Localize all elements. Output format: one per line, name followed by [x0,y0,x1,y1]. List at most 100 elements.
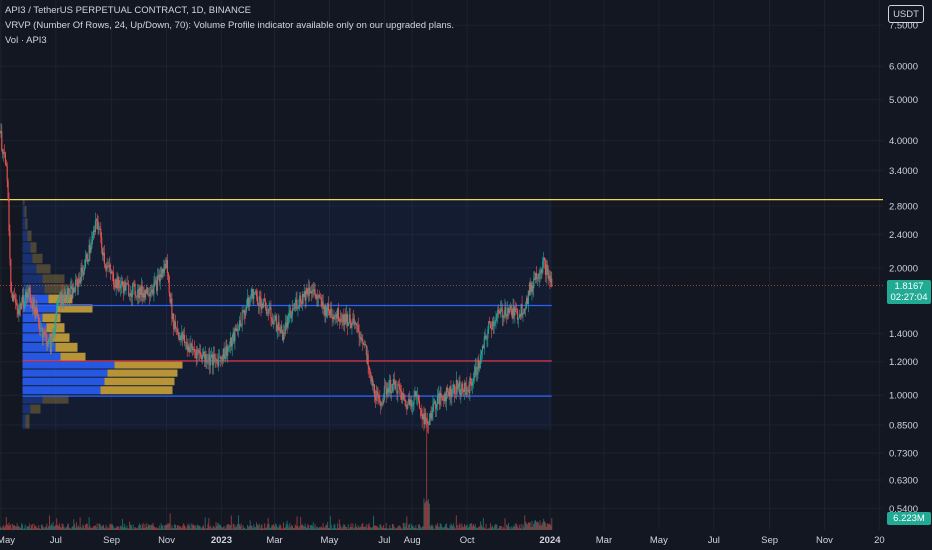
candle-body [117,276,119,289]
volume-bar [172,527,174,530]
volume-bar [415,525,417,530]
candle-body [411,405,413,407]
volume-bar [197,524,199,530]
volume-bar [179,525,181,530]
candle-body [58,297,60,302]
volume-bar [428,503,430,530]
candle-body [0,131,1,134]
volume-bar [274,523,276,530]
volume-bar [471,523,473,530]
candle-body [375,391,377,401]
volume-bar [100,525,102,530]
candle-body [426,418,428,422]
volume-bar [257,525,259,530]
vp-bar-down [44,284,69,294]
volume-bar [508,527,510,530]
candle-body [190,343,192,349]
volume-bar [168,523,170,530]
volume-bar [231,528,233,530]
candle-body [359,337,361,338]
volume-bar [2,526,4,530]
volume-bar [530,527,532,530]
candle-body [254,292,256,294]
candle-body [96,219,98,222]
candle-body [373,384,375,397]
volume-bar [383,528,385,530]
candle-body [181,332,183,336]
candle-body [146,287,148,294]
volume-bar [13,525,15,530]
x-tick-label: May [320,535,338,546]
volume-legend[interactable]: Vol · API3 [5,35,47,46]
candle-body [391,383,393,392]
candle-body [265,307,267,314]
candle-body [123,282,125,294]
candle-body [436,396,438,405]
candle-body [206,361,208,363]
candle-body [519,314,521,317]
candle-body [543,257,545,261]
y-tick-label: 2.0000 [889,263,918,274]
candle-body [91,239,93,249]
candle-body [262,303,264,308]
volume-bar [494,524,496,530]
candle-body [431,412,433,419]
vp-bar-down [60,352,86,361]
candle-body [382,399,384,404]
candle-body [230,338,232,347]
candle-body [143,293,145,298]
candle-body [409,399,411,405]
volume-bar [146,523,148,530]
candle-body [186,342,188,351]
candle-body [21,295,24,304]
currency-button[interactable]: USDT [888,5,924,23]
candle-body [402,393,404,396]
candle-body [225,346,227,355]
volume-bar [338,519,340,530]
volume-bar [97,528,99,530]
candle-body [86,254,88,262]
volume-bar [160,523,162,530]
volume-bar [157,528,159,530]
candle-body [363,344,366,345]
candle-body [399,385,401,390]
volume-bar [344,524,346,530]
candle-body [354,320,356,325]
vp-bar-up [22,230,28,242]
volume-bar [85,523,87,530]
candle-body [187,346,189,351]
volume-bar [382,527,384,530]
candle-body [9,231,11,260]
candle-body [87,260,89,262]
candle-body [459,381,461,395]
volume-bar [434,528,436,530]
candle-body [66,301,68,303]
volume-bar [355,526,357,530]
candle-body [534,278,536,280]
volume-bar [297,526,299,530]
volume-bar [226,525,228,530]
vp-bar-down [23,199,25,206]
volume-bar [60,527,62,530]
candle-body [450,385,452,398]
volume-bar [546,523,548,530]
symbol-title[interactable]: API3 / TetherUS PERPETUAL CONTRACT, 1D, … [5,5,252,16]
vrvp-legend[interactable]: VRVP (Number Of Rows, 24, Up/Down, 70): … [5,20,455,31]
candle-body [219,356,222,359]
volume-bar [145,527,147,530]
candle-body [209,354,211,366]
candle-body [526,297,528,308]
volume-bar [139,523,141,530]
volume-bar [269,528,271,530]
volume-bar [106,528,108,530]
candle-body [253,293,255,299]
volume-bar [79,517,81,530]
volume-bar [454,528,456,530]
volume-bar [249,520,251,530]
candle-body [77,278,79,287]
candle-body [75,279,78,281]
volume-bar [531,520,533,530]
volume-bar [399,525,401,530]
